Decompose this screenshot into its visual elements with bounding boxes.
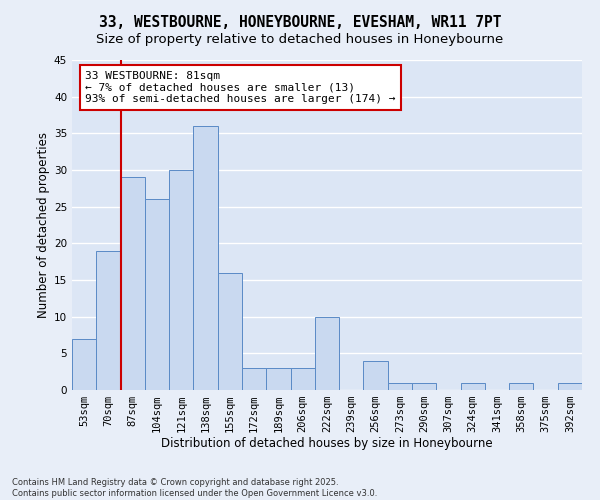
Bar [509, 382, 533, 390]
Bar [461, 382, 485, 390]
X-axis label: Distribution of detached houses by size in Honeybourne: Distribution of detached houses by size … [161, 436, 493, 450]
Text: 33, WESTBOURNE, HONEYBOURNE, EVESHAM, WR11 7PT: 33, WESTBOURNE, HONEYBOURNE, EVESHAM, WR… [99, 15, 501, 30]
Bar [121, 178, 145, 390]
Bar [96, 250, 121, 390]
Bar [145, 200, 169, 390]
Bar [266, 368, 290, 390]
Bar [290, 368, 315, 390]
Text: Contains HM Land Registry data © Crown copyright and database right 2025.
Contai: Contains HM Land Registry data © Crown c… [12, 478, 377, 498]
Bar [558, 382, 582, 390]
Bar [72, 338, 96, 390]
Text: Size of property relative to detached houses in Honeybourne: Size of property relative to detached ho… [97, 32, 503, 46]
Bar [218, 272, 242, 390]
Bar [193, 126, 218, 390]
Bar [242, 368, 266, 390]
Y-axis label: Number of detached properties: Number of detached properties [37, 132, 50, 318]
Bar [169, 170, 193, 390]
Bar [364, 360, 388, 390]
Bar [388, 382, 412, 390]
Bar [315, 316, 339, 390]
Bar [412, 382, 436, 390]
Text: 33 WESTBOURNE: 81sqm
← 7% of detached houses are smaller (13)
93% of semi-detach: 33 WESTBOURNE: 81sqm ← 7% of detached ho… [85, 71, 396, 104]
